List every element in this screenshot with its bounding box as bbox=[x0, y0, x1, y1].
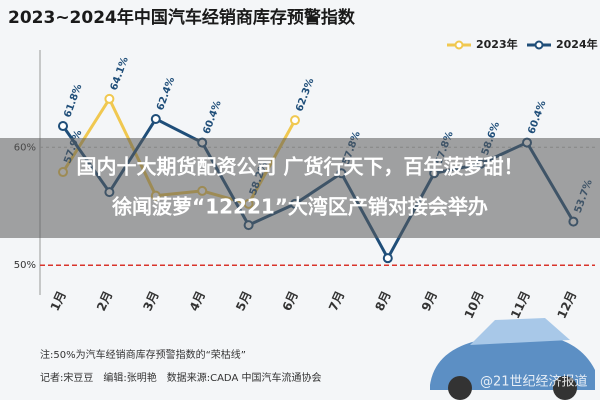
data-point bbox=[290, 115, 300, 126]
credit: 记者:宋豆豆 编辑:张明艳 数据来源:CADA 中国汽车流通协会 bbox=[40, 371, 321, 384]
overlay-headline: 徐闻菠萝“12221”大湾区产销对接会举办 bbox=[111, 195, 488, 219]
note: 注:50%为汽车经销商库存预警指数的“荣枯线” bbox=[40, 348, 246, 361]
data-point bbox=[104, 93, 115, 104]
watermark: @21世纪经济报道 bbox=[480, 375, 588, 390]
data-point bbox=[382, 253, 393, 264]
overlay-headline: 国内十大期货配资公司 广货行天下，百年菠萝甜！ bbox=[77, 155, 524, 179]
overlay-band bbox=[0, 138, 600, 238]
legend-label: 2024年 bbox=[556, 37, 598, 51]
legend-marker bbox=[454, 40, 464, 50]
legend-marker bbox=[534, 40, 544, 50]
legend-label: 2023年 bbox=[476, 37, 518, 51]
data-point bbox=[58, 121, 68, 132]
chart-title: 2023~2024年中国汽车经销商库存预警指数 bbox=[8, 7, 356, 28]
data-point bbox=[150, 113, 161, 124]
y-tick-label: 50% bbox=[14, 260, 36, 271]
car-illustration bbox=[430, 318, 595, 400]
